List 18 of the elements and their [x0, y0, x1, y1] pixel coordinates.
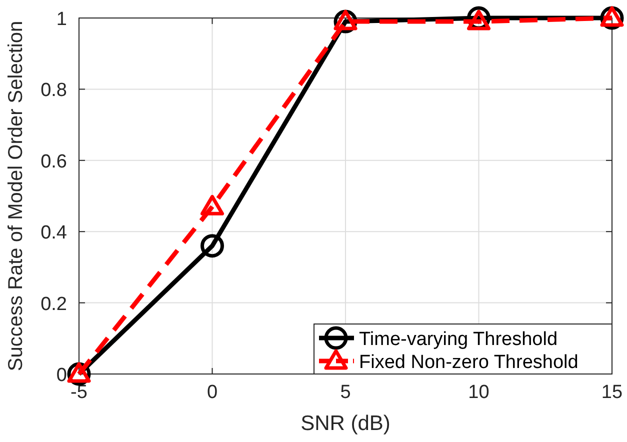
x-tick-label: 5	[340, 382, 351, 403]
point	[200, 234, 224, 258]
x-tick-label: 15	[601, 382, 623, 403]
y-axis-title: Success Rate of Model Order Selection	[5, 20, 27, 372]
point	[467, 10, 490, 30]
y-tick-label: 0	[56, 365, 67, 386]
y-tick-label: 1	[56, 9, 67, 30]
y-tick-label: 0.6	[40, 151, 67, 172]
x-axis-title: SNR (dB)	[300, 412, 390, 435]
x-tick-label: 0	[206, 382, 218, 403]
legend-label: Fixed Non-zero Threshold	[359, 352, 578, 373]
y-tick-label: 0.4	[40, 222, 68, 244]
x-tick-label: -5	[70, 382, 88, 403]
y-tick-label: 0.8	[40, 80, 67, 102]
point	[200, 194, 224, 216]
x-tick-label: 10	[468, 382, 490, 403]
legend-label: Time-varying Threshold	[359, 329, 558, 350]
y-tick-label: 0.2	[40, 294, 67, 315]
